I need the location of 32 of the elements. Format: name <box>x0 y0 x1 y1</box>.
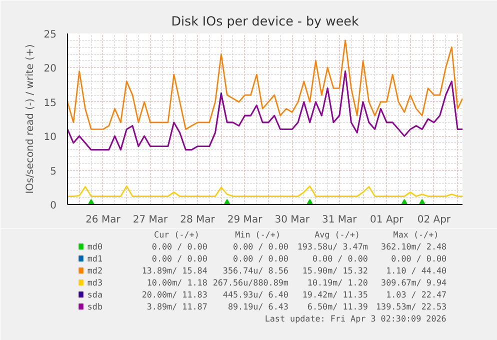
legend-label: sda <box>87 290 103 300</box>
x-tick-label: 31 Mar <box>322 214 358 226</box>
text: 10.00m/ 1.18 267.56u/880.89m 10.19m/ 1.20 309.67m/ 9.94 <box>146 278 447 288</box>
y-tick-label: 0 <box>50 200 57 212</box>
text: 13.89m/ 15.84 356.74u/ 8.56 15.90m/ 15.32 1.10 / 44.40 <box>142 266 447 276</box>
legend-label: md1 <box>87 254 103 264</box>
y-tick-label: 15 <box>44 98 57 109</box>
x-tick-label: 28 Mar <box>180 214 216 226</box>
text: 0.00 / 0.00 0.00 / 0.00 193.58u/ 3.47m 362.10m/ 2.48 <box>152 242 447 252</box>
x-tick-label: 29 Mar <box>227 214 264 226</box>
y-tick-label: 10 <box>44 132 57 144</box>
y-tick-label: 25 <box>44 30 57 40</box>
chart-title: Disk IOs per device - by week <box>171 14 360 28</box>
legend-label: sdb <box>87 302 103 312</box>
x-tick-label: 27 Mar <box>132 214 169 226</box>
legend-label: md2 <box>87 266 103 276</box>
text: 20.00m/ 11.83 445.93u/ 6.40 19.42m/ 11.35 1.03 / 22.47 <box>142 290 447 300</box>
text: 3.89m/ 11.87 89.19u/ 6.43 6.50m/ 11.39 139.53m/ 22.53 <box>146 302 447 312</box>
line-series <box>68 185 462 197</box>
y-tick-label: 5 <box>50 166 57 178</box>
y-tick-label: 20 <box>44 64 57 75</box>
x-tick-label: 01 Apr <box>370 214 404 226</box>
x-tick-label: 26 Mar <box>86 214 122 226</box>
x-tick-label: 30 Mar <box>274 214 310 226</box>
text: 0.00 / 0.00 0.00 / 0.00 0.00 / 0.00 0.00 / 0.00 <box>152 254 447 264</box>
line-series <box>68 40 462 130</box>
y-axis-title: IOs/second read (-) / write (+) <box>24 44 36 194</box>
legend-label: md3 <box>87 278 103 288</box>
legend-label: md0 <box>87 242 103 252</box>
text: Last update: Fri Apr 3 02:30:09 2026 <box>264 314 446 324</box>
text: Cur (-/+) Min (-/+) Avg (-/+) Max (-/+) <box>154 230 439 240</box>
x-tick-label: 02 Apr <box>417 214 452 226</box>
